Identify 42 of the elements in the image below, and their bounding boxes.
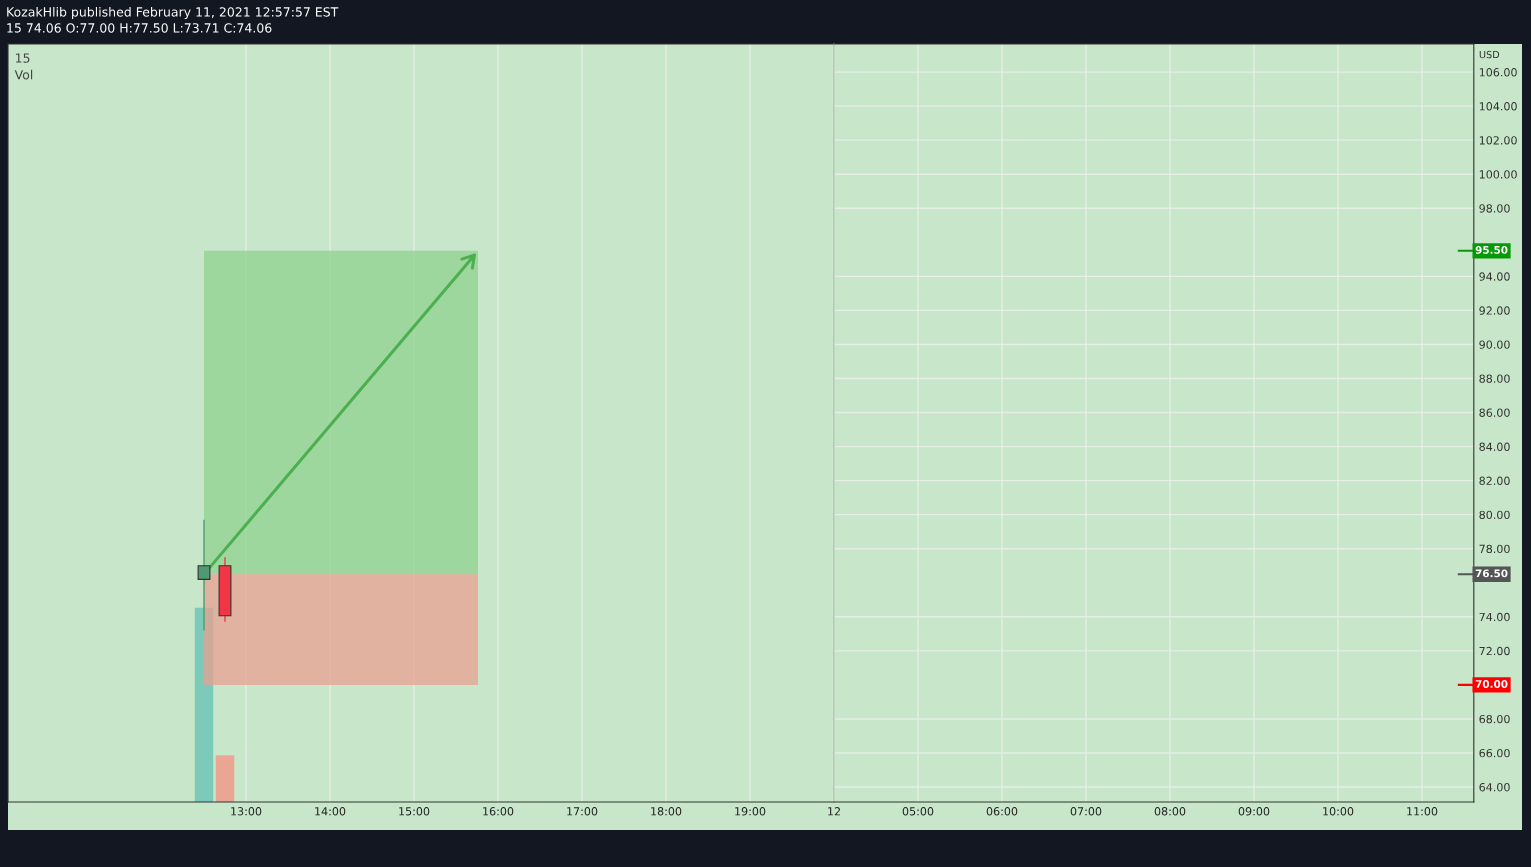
y-tick-label: 80.00 [1479,510,1510,520]
y-tick-label: 94.00 [1479,272,1510,281]
x-tick-label: 05:00 [902,807,934,816]
y-tick-label: 68.00 [1479,714,1510,724]
chart-subtitle: 15 74.06 O:77.00 H:77.50 L:73.71 C:74.06 [7,23,272,33]
y-tick-label: 100.00 [1479,170,1517,179]
chart-title: KozakHlib published February 11, 2021 12:57:57 EST [7,6,339,20]
x-tick-label: 11:00 [1407,807,1438,816]
y-tick-label: 66.00 [1479,748,1510,758]
y-tick-label: 64.00 [1479,783,1510,792]
x-tick-label: 07:00 [1070,807,1102,816]
x-tick-label: 13:00 [231,807,262,816]
y-tick-label: 78.00 [1479,544,1510,554]
y-tick-label: 84.00 [1479,442,1510,451]
x-tick-label: 18:00 [651,807,682,816]
x-tick-label: 08:00 [1154,807,1186,816]
x-tick-label: 09:00 [1238,807,1270,816]
y-tick-label: 74.00 [1479,612,1510,622]
y-axis-title: USD [1479,50,1500,59]
x-tick-label: 14:00 [315,807,346,816]
y-tick-label: 72.00 [1479,646,1510,656]
chart-title: Vol [14,69,33,80]
y-tick-label: 90.00 [1479,340,1510,349]
x-tick-label: 17:00 [567,807,598,816]
x-tick-label: 12 [828,807,840,816]
y-tick-label: 102.00 [1479,136,1517,145]
y-tick-label: 82.00 [1479,476,1510,485]
x-tick-label: 10:00 [1323,807,1354,816]
ref-line-label: 76.50 [1475,569,1508,578]
x-tick-label: 15:00 [399,807,430,816]
y-tick-label: 106.00 [1479,68,1517,77]
x-tick-label: 06:00 [986,807,1018,816]
y-tick-label: 98.00 [1479,204,1510,213]
ref-line-label: 70.00 [1475,680,1508,688]
x-tick-label: 16:00 [483,807,514,816]
y-tick-label: 92.00 [1479,306,1510,315]
y-tick-label: 86.00 [1479,408,1510,417]
y-tick-label: 104.00 [1479,102,1517,111]
ref-line-label: 95.50 [1475,245,1508,254]
y-tick-label: 88.00 [1479,374,1510,383]
x-tick-label: 19:00 [735,807,766,816]
annotation: 15 [15,53,30,63]
